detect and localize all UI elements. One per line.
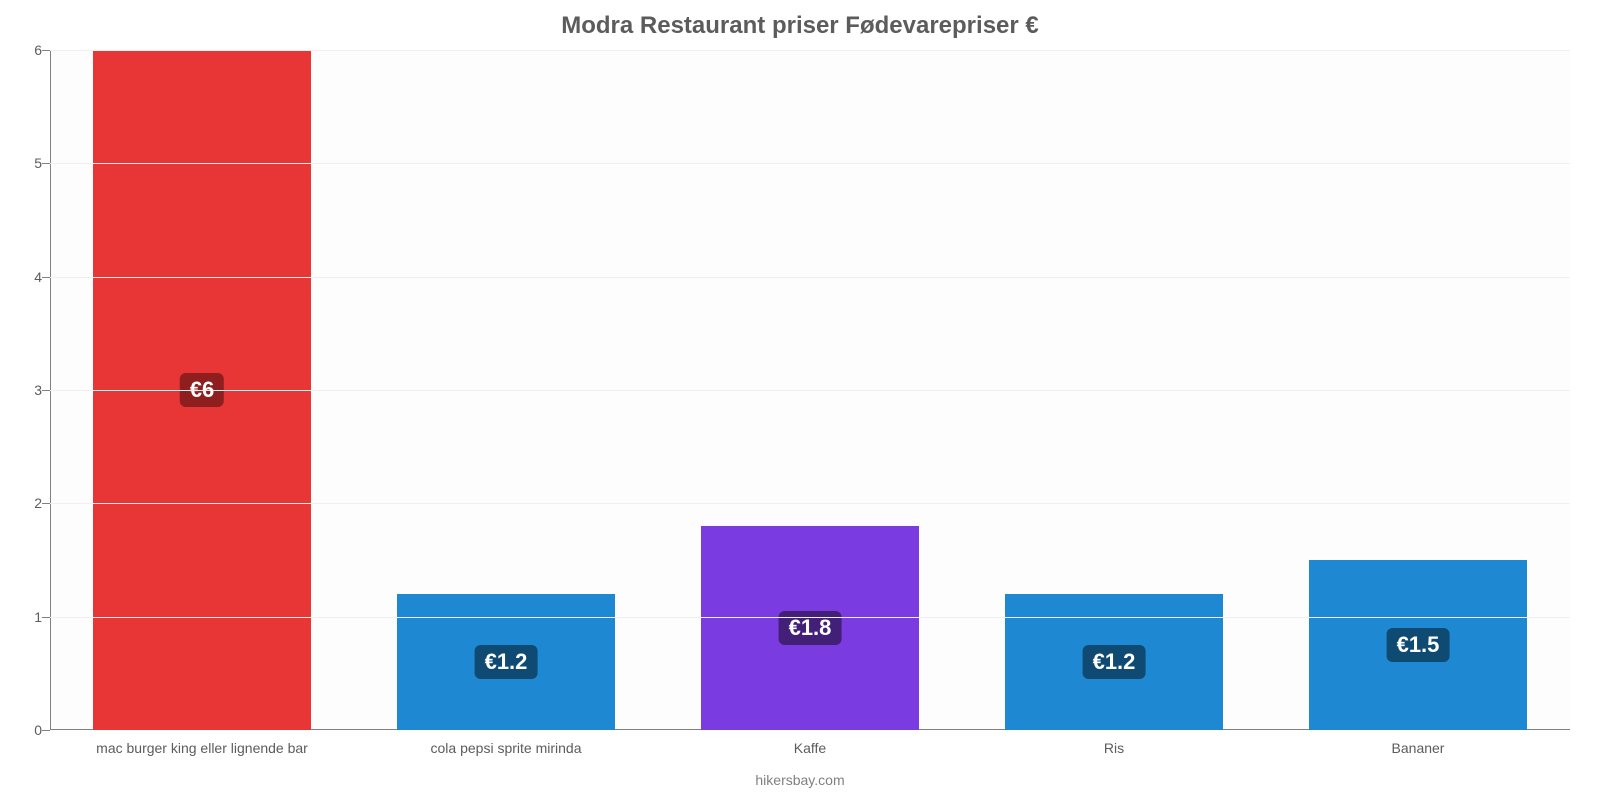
y-tick-label: 1 (34, 609, 50, 625)
chart-title: Modra Restaurant priser Fødevarepriser € (0, 0, 1600, 40)
grid-line (50, 503, 1570, 504)
value-badge: €1.5 (1387, 628, 1450, 662)
y-tick-label: 0 (34, 722, 50, 738)
y-tick-label: 2 (34, 495, 50, 511)
attribution-text: hikersbay.com (0, 772, 1600, 788)
chart-container: Modra Restaurant priser Fødevarepriser €… (0, 0, 1600, 800)
x-axis-label: Bananer (1392, 730, 1445, 756)
grid-line (50, 617, 1570, 618)
plot-area: €6mac burger king eller lignende bar€1.2… (50, 50, 1570, 730)
grid-line (50, 50, 1570, 51)
y-tick-label: 6 (34, 42, 50, 58)
y-tick-label: 5 (34, 155, 50, 171)
x-axis-label: Kaffe (794, 730, 826, 756)
x-axis-label: Ris (1104, 730, 1124, 756)
value-badge: €1.2 (1083, 645, 1146, 679)
grid-line (50, 390, 1570, 391)
x-axis-label: cola pepsi sprite mirinda (431, 730, 582, 756)
y-tick-label: 3 (34, 382, 50, 398)
value-badge: €1.2 (475, 645, 538, 679)
x-axis-label: mac burger king eller lignende bar (96, 730, 308, 756)
grid-line (50, 163, 1570, 164)
y-tick-label: 4 (34, 269, 50, 285)
grid-line (50, 277, 1570, 278)
